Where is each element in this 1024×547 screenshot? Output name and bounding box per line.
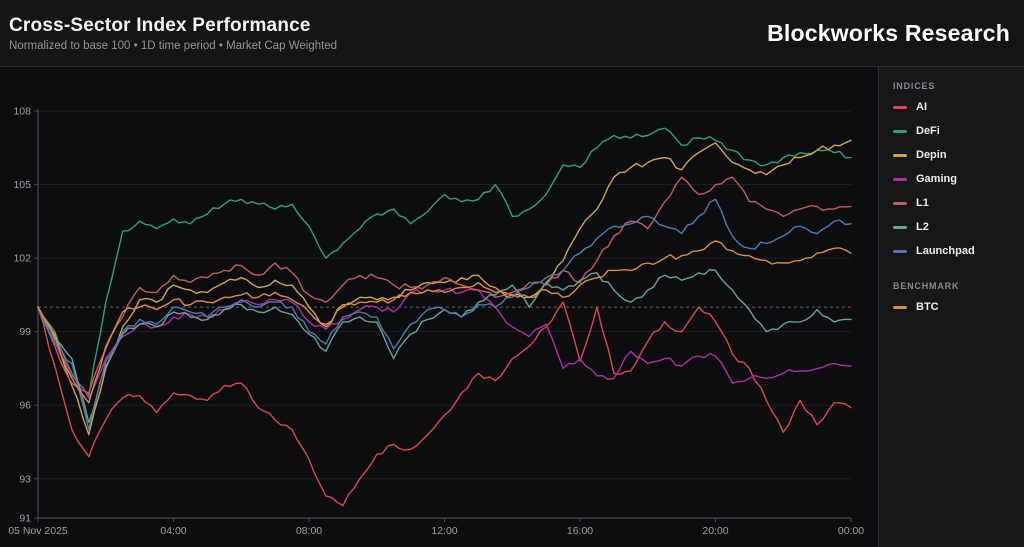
legend-swatch-defi xyxy=(893,129,907,133)
series-line-l1[interactable] xyxy=(37,176,852,394)
x-axis-label: 16:00 xyxy=(567,525,593,537)
legend-indices-list: AI DeFi Depin Gaming L1 L2 Launchpad xyxy=(893,95,1014,263)
legend-benchmark-list: BTC xyxy=(893,295,1014,319)
legend-label: Depin xyxy=(916,149,947,161)
series-line-depin[interactable] xyxy=(37,139,852,436)
header: Cross-Sector Index Performance Normalize… xyxy=(0,0,1024,67)
x-axis-label: 12:00 xyxy=(431,525,457,537)
legend-indices-label: INDICES xyxy=(893,81,936,91)
brand-logo: Blockworks Research xyxy=(767,19,1010,46)
legend-item-gaming[interactable]: Gaming xyxy=(893,167,1014,191)
legend-swatch-l1 xyxy=(893,201,907,205)
legend-label: AI xyxy=(916,101,927,113)
legend-item-l2[interactable]: L2 xyxy=(893,215,1014,239)
series-line-ai[interactable] xyxy=(37,301,852,507)
series-line-launchpad[interactable] xyxy=(37,198,852,431)
y-axis-label: 102 xyxy=(13,253,31,265)
chart-area[interactable]: 108 105 102 99 96 93 91 05 Nov 2025 04:00 08:00 12… xyxy=(0,67,878,547)
legend-swatch-btc xyxy=(893,305,907,309)
x-axis-label: 05 Nov 2025 xyxy=(8,525,68,537)
legend-label: Launchpad xyxy=(916,245,975,257)
legend-item-l1[interactable]: L1 xyxy=(893,191,1014,215)
legend-swatch-launchpad xyxy=(893,249,907,253)
page-title: Cross-Sector Index Performance xyxy=(9,14,311,36)
title-block: Cross-Sector Index Performance Normalize… xyxy=(9,15,337,52)
legend-swatch-l2 xyxy=(893,225,907,229)
legend-label: DeFi xyxy=(916,125,940,137)
legend-item-ai[interactable]: AI xyxy=(893,95,1014,119)
y-axis-label: 105 xyxy=(13,179,31,191)
legend-swatch-ai xyxy=(893,105,907,109)
legend-item-launchpad[interactable]: Launchpad xyxy=(893,239,1014,263)
legend-swatch-gaming xyxy=(893,177,907,181)
legend-label: L1 xyxy=(916,197,929,209)
series-line-gaming[interactable] xyxy=(37,287,852,399)
legend-swatch-depin xyxy=(893,153,907,157)
x-axis-label: 08:00 xyxy=(296,525,322,537)
legend-item-btc[interactable]: BTC xyxy=(893,295,1014,319)
legend-item-defi[interactable]: DeFi xyxy=(893,119,1014,143)
y-axis-label: 108 xyxy=(13,106,31,118)
series-line-btc[interactable] xyxy=(37,240,852,404)
main-area: 108 105 102 99 96 93 91 05 Nov 2025 04:00 08:00 12… xyxy=(0,67,1024,547)
legend-item-depin[interactable]: Depin xyxy=(893,143,1014,167)
y-axis-label: 91 xyxy=(19,513,31,525)
x-axis-label: 04:00 xyxy=(160,525,186,537)
legend-panel: INDICES AI DeFi Depin Gaming L1 L2 Launchpad B… xyxy=(878,67,1024,547)
legend-label: BTC xyxy=(916,301,939,313)
legend-label: L2 xyxy=(916,221,929,233)
y-axis-label: 99 xyxy=(19,326,31,338)
legend-label: Gaming xyxy=(916,173,957,185)
y-axis-label: 96 xyxy=(19,400,31,412)
x-axis-label: 20:00 xyxy=(702,525,728,537)
legend-benchmark-label: BENCHMARK xyxy=(893,281,960,291)
y-axis-label: 93 xyxy=(19,473,31,485)
x-axis-label: 00:00 xyxy=(838,525,864,537)
page-subtitle: Normalized to base 100 • 1D time period … xyxy=(9,39,338,52)
series-line-defi[interactable] xyxy=(37,127,852,397)
